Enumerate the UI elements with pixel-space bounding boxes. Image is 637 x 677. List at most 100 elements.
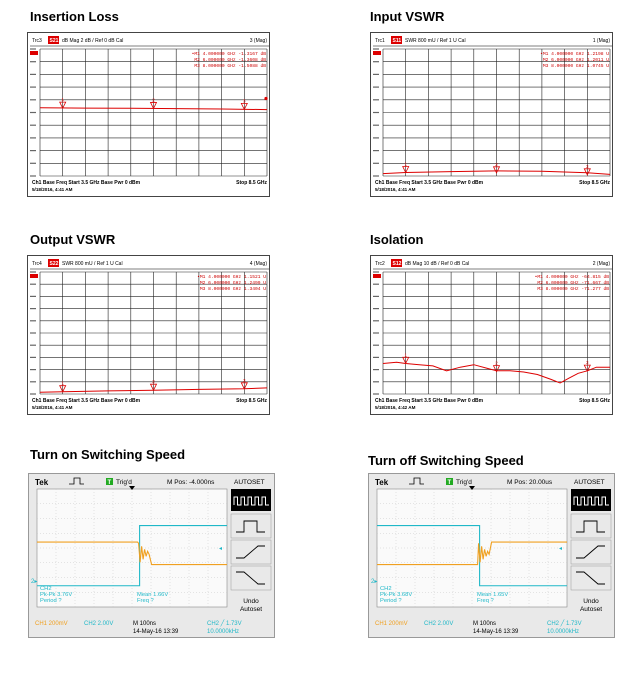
ch1-scale: CH1 200mV (375, 621, 408, 627)
y-tick-label (373, 381, 379, 383)
trigger-level-marker: ◂ (219, 546, 222, 552)
output-vswr-panel: Trc4 S22 SWR 800 mU / Ref 1 U Cal 4 (Mag) •M… (27, 255, 270, 415)
output-vswr-chart: Trc4 S22 SWR 800 mU / Ref 1 U Cal 4 (Mag) •M… (30, 259, 269, 410)
footer-date: 5/18/2016, 4:41 AM (375, 187, 416, 192)
y-tick-label (30, 393, 36, 395)
brand-label: Tek (375, 478, 389, 487)
m-pos-readout: M Pos: -4.000ns (167, 479, 215, 486)
menu-pulse-button (570, 513, 612, 539)
trace-id: Trc1 (375, 38, 385, 44)
trace-format: SWR 800 mU / Ref 1 U Cal (62, 261, 123, 267)
y-tick-label (30, 381, 36, 383)
brand-label: Tek (35, 478, 49, 487)
input-vswr-panel: Trc1 S11 SWR 800 mU / Ref 1 U Cal 1 (Mag) •M… (370, 32, 613, 197)
y-tick-label (30, 137, 36, 139)
y-tick-label (30, 86, 36, 88)
trig-indicator (106, 478, 113, 485)
trig-indicator-letter: T (448, 480, 452, 486)
trace-number: 3 (Mag) (250, 38, 268, 44)
footer-date: 5/18/2016, 4:41 AM (32, 405, 73, 410)
marker-triangle (149, 102, 158, 110)
ch1-trace (37, 541, 227, 566)
y-tick-label (30, 73, 36, 75)
menu-pulse-button (230, 513, 272, 539)
marker-label: 2 (495, 162, 498, 167)
trace-tag-box (48, 259, 59, 267)
marker-readout: M2 6.000000 GHz 1.2499 U (200, 280, 266, 286)
scope-date: 14-May-16 13:39 (133, 629, 179, 635)
isolation-panel: Trc2 S12 dB Mag 10 dB / Ref 0 dB Cal 2 (Mag… (370, 255, 613, 415)
y-tick-label (373, 99, 379, 101)
turn-on-scope-display: Tek T Trig'd M Pos: -4.000ns AUTOSET 2▸ ◂ CH2Pk… (31, 477, 272, 635)
trace-tag-box (391, 36, 402, 44)
marker-label: 1 (61, 97, 64, 102)
footer-channel: Ch1 Base Freq Start 3.5 GHz Base Pwr 0 d… (375, 398, 484, 404)
y-tick-label (30, 356, 36, 358)
y-tick-label (30, 283, 36, 285)
ch2-scale: CH2 2.00V (84, 621, 113, 627)
y-tick-label (373, 162, 379, 164)
undo-label: Undo (243, 598, 259, 605)
graticule (36, 488, 228, 608)
ref-level-marker (373, 51, 381, 55)
measurement-ch2: CH2 (380, 586, 392, 592)
marker-readout: M3 8.000000 GHz 1.0745 U (543, 63, 609, 69)
marker-readout: M3 8.000000 GHz -71.277 dB (537, 286, 609, 292)
trace-id: Trc4 (32, 261, 42, 267)
trace-number: 2 (Mag) (593, 261, 611, 267)
measurement-mean: Freq ? (477, 598, 495, 604)
ref-level-marker (30, 274, 38, 278)
footer-stop: Stop 8.5 GHz (579, 180, 610, 186)
marker-label: 3 (243, 98, 246, 103)
y-tick-label (373, 73, 379, 75)
trace-tag-box (48, 36, 59, 44)
trace-endpoint (264, 96, 268, 101)
measurement-ch2: Period ? (40, 598, 62, 604)
y-tick-label (373, 344, 379, 346)
marker-triangle (583, 168, 591, 176)
trace-id: Trc2 (375, 261, 385, 267)
marker-label: 2 (152, 97, 155, 102)
footer-stop: Stop 8.5 GHz (236, 180, 267, 186)
input-vswr-title: Input VSWR (370, 9, 445, 24)
trig-status: Trig'd (456, 479, 472, 486)
square-wave-icon (573, 496, 609, 506)
marker-readout: •M1 4.000000 GHz 1.1521 U (197, 274, 266, 280)
acq-pulse-icon (69, 477, 84, 485)
marker-readout: •M1 4.000000 GHz 1.2198 U (540, 51, 609, 57)
autoset-label: AUTOSET (574, 479, 605, 486)
y-tick-label (373, 86, 379, 88)
footer-date: 5/18/2016, 4:42 AM (375, 405, 416, 410)
footer-channel: Ch1 Base Freq Start 3.5 GHz Base Pwr 0 d… (375, 180, 484, 186)
marker-triangle (492, 365, 501, 373)
ch2-ground-marker: 2▸ (31, 579, 37, 585)
turn-off-title: Turn off Switching Speed (368, 453, 524, 468)
marker-triangle (583, 364, 591, 373)
y-tick-label (30, 61, 36, 63)
ch2-scale: CH2 2.00V (424, 621, 453, 627)
marker-triangle (240, 382, 248, 390)
turn-on-scope: Tek T Trig'd M Pos: -4.000ns AUTOSET 2▸ ◂ CH2 Pk… (28, 473, 275, 638)
y-tick-label (30, 344, 36, 346)
trace-tag: S12 (393, 261, 402, 267)
marker-readout: •M1 4.000000 GHz -64.815 dB (535, 274, 610, 280)
y-tick-label (373, 61, 379, 63)
y-tick-label (373, 150, 379, 152)
trace-format: dB Mag 2 dB / Ref 0 dB Cal (62, 38, 123, 44)
measurement-mean: Mean 1.66V (137, 592, 168, 598)
timebase: M 100ns (133, 621, 156, 627)
autoset-label: AUTOSET (234, 479, 265, 486)
y-tick-label (30, 332, 36, 334)
marker-readout: M2 6.000000 GHz -1.3608 dB (194, 57, 266, 63)
y-tick-label (30, 99, 36, 101)
trigger-level: CH2 ╱ 1.73V (207, 619, 242, 627)
y-tick-label (30, 308, 36, 310)
y-tick-label (373, 283, 379, 285)
ch1-trace (377, 541, 567, 566)
measurement-mean: Freq ? (137, 598, 155, 604)
measurement-ch2: Pk-Pk 3.68V (380, 592, 412, 598)
marker-triangle (402, 356, 410, 365)
y-tick-label (373, 48, 379, 50)
acq-pulse-icon (409, 477, 424, 485)
y-tick-label (30, 271, 36, 273)
